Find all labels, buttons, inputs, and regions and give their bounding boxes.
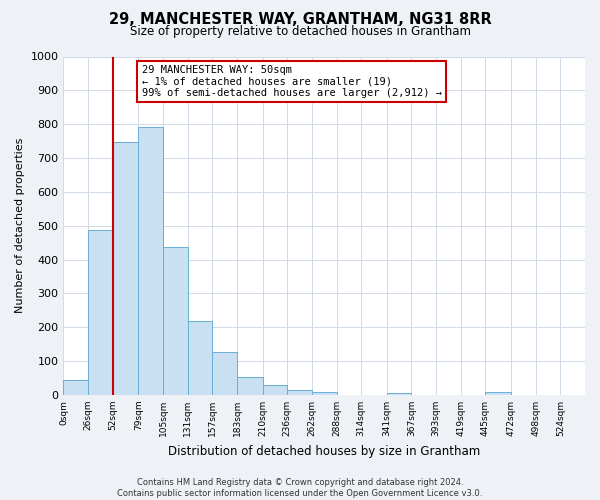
Bar xyxy=(212,352,237,395)
Bar xyxy=(387,393,412,395)
Bar xyxy=(237,378,263,395)
X-axis label: Distribution of detached houses by size in Grantham: Distribution of detached houses by size … xyxy=(168,444,481,458)
Bar xyxy=(485,392,511,395)
Text: Size of property relative to detached houses in Grantham: Size of property relative to detached ho… xyxy=(130,25,470,38)
Y-axis label: Number of detached properties: Number of detached properties xyxy=(15,138,25,314)
Text: 29 MANCHESTER WAY: 50sqm
← 1% of detached houses are smaller (19)
99% of semi-de: 29 MANCHESTER WAY: 50sqm ← 1% of detache… xyxy=(142,65,442,98)
Bar xyxy=(139,127,163,395)
Bar xyxy=(64,380,88,395)
Text: 29, MANCHESTER WAY, GRANTHAM, NG31 8RR: 29, MANCHESTER WAY, GRANTHAM, NG31 8RR xyxy=(109,12,491,28)
Bar xyxy=(88,230,113,395)
Bar xyxy=(188,321,212,395)
Bar xyxy=(263,386,287,395)
Bar xyxy=(163,248,188,395)
Bar xyxy=(113,142,139,395)
Bar xyxy=(287,390,312,395)
Bar xyxy=(312,392,337,395)
Text: Contains HM Land Registry data © Crown copyright and database right 2024.
Contai: Contains HM Land Registry data © Crown c… xyxy=(118,478,482,498)
